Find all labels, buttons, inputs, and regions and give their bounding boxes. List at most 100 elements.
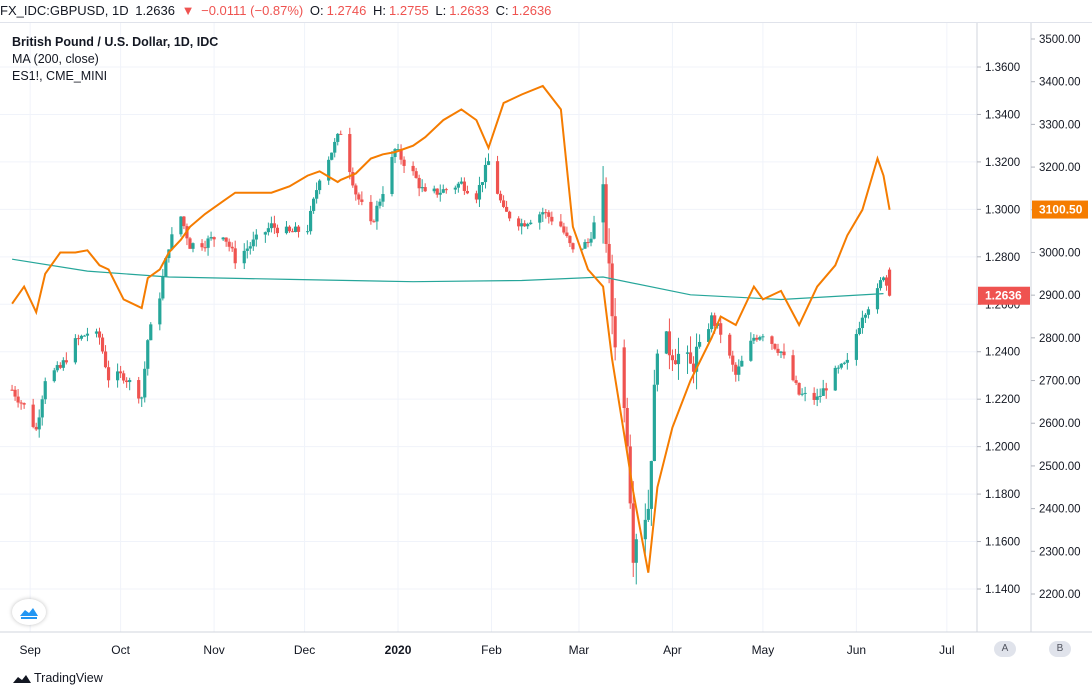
candle-body <box>465 190 469 194</box>
candle-body <box>550 216 554 222</box>
candle <box>694 333 699 390</box>
candle <box>782 343 786 359</box>
candle-body <box>634 539 638 563</box>
x-tick-label: Apr <box>663 643 682 657</box>
candle-body <box>800 393 804 395</box>
candle-body <box>55 365 59 371</box>
candle <box>248 241 252 255</box>
candle <box>360 191 364 206</box>
candle-body <box>296 226 301 232</box>
candle-body <box>713 315 717 326</box>
candle <box>230 242 234 252</box>
candle-body <box>378 201 382 206</box>
axis-a-badge[interactable]: A <box>994 641 1016 657</box>
candle-body <box>676 353 681 365</box>
candle-body <box>275 227 280 234</box>
candle-body <box>170 234 174 250</box>
candle-body <box>40 399 44 418</box>
candle-body <box>863 314 868 318</box>
candle-body <box>164 258 168 277</box>
candle <box>857 321 861 336</box>
candle <box>224 237 228 247</box>
candle <box>833 365 837 391</box>
candle-body <box>604 184 608 244</box>
candle-body <box>10 389 14 391</box>
candle <box>293 222 298 233</box>
candle-body <box>755 337 759 340</box>
candle <box>182 215 186 230</box>
candle <box>212 236 216 247</box>
candle <box>495 155 500 195</box>
candle-body <box>875 288 880 310</box>
candle-body <box>770 336 774 344</box>
candle <box>583 239 587 249</box>
candle <box>272 215 277 234</box>
candle-body <box>82 335 87 337</box>
candle-body <box>881 277 886 281</box>
candle-body <box>791 355 795 381</box>
candle <box>836 365 840 374</box>
chart-canvas[interactable]: Sep Oct Nov Dec 2020 Feb Mar Apr May Jun Jul 1.360… <box>0 0 1092 668</box>
candle-body <box>128 380 132 383</box>
candle-body <box>646 508 650 520</box>
legend-ma-study[interactable]: MA (200, close) <box>12 52 99 66</box>
candle <box>333 138 337 158</box>
candle-body <box>158 298 162 325</box>
candle-body <box>444 189 448 191</box>
candle <box>761 333 765 342</box>
candle <box>520 218 524 235</box>
y-tick-label-es1: 3200.00 <box>1039 162 1081 174</box>
candle-body <box>375 205 379 222</box>
candle <box>824 382 828 399</box>
brand-name[interactable]: TradingView <box>34 671 103 685</box>
candle <box>435 188 439 198</box>
candle <box>308 205 313 235</box>
candle <box>456 181 460 193</box>
candle <box>884 275 889 291</box>
tradingview-logo-button[interactable] <box>12 599 46 625</box>
candle-body <box>224 237 228 242</box>
candle-body <box>182 216 186 227</box>
legend-es1-overlay[interactable]: ES1!, CME_MINI <box>12 69 108 83</box>
candle <box>245 240 249 259</box>
chart-legend: British Pound / U.S. Dollar, 1D, IDC MA … <box>12 34 218 85</box>
candle <box>728 332 732 359</box>
candle-body <box>293 226 298 233</box>
candle-body <box>200 243 204 248</box>
candle-body <box>312 198 316 211</box>
candle <box>339 130 343 135</box>
y-tick-label-gbpusd: 1.3200 <box>985 157 1020 169</box>
candle <box>251 231 255 251</box>
candle-body <box>266 228 270 233</box>
legend-main-series[interactable]: British Pound / U.S. Dollar, 1D, IDC <box>12 35 219 49</box>
candle <box>351 167 355 188</box>
high-label: H: <box>373 3 387 18</box>
candle <box>676 337 681 380</box>
candle-body <box>417 177 421 189</box>
candle <box>119 365 123 379</box>
candle-body <box>290 231 295 233</box>
candle <box>649 460 653 526</box>
price-change: −0.0111 (−0.87%) <box>201 3 304 18</box>
candle <box>158 292 162 331</box>
candle <box>372 219 376 223</box>
candle <box>137 376 141 404</box>
candle <box>794 375 798 386</box>
y-tick-label-gbpusd: 1.1800 <box>985 489 1020 501</box>
candle-body <box>212 237 216 240</box>
candle-body <box>179 216 183 235</box>
x-tick-label: Feb <box>481 643 502 657</box>
candle <box>670 349 675 371</box>
candle <box>559 214 563 228</box>
symbol-name[interactable]: FX_IDC:GBPUSD, 1D <box>0 3 129 18</box>
candle-body <box>860 317 865 329</box>
axis-b-badge[interactable]: B <box>1049 641 1071 657</box>
candle <box>610 254 614 335</box>
candle <box>31 398 35 429</box>
candle <box>254 229 258 247</box>
candle-body <box>812 392 816 400</box>
candle <box>613 298 617 361</box>
candle-body <box>420 187 424 189</box>
candle <box>797 382 801 396</box>
candle <box>266 222 270 236</box>
